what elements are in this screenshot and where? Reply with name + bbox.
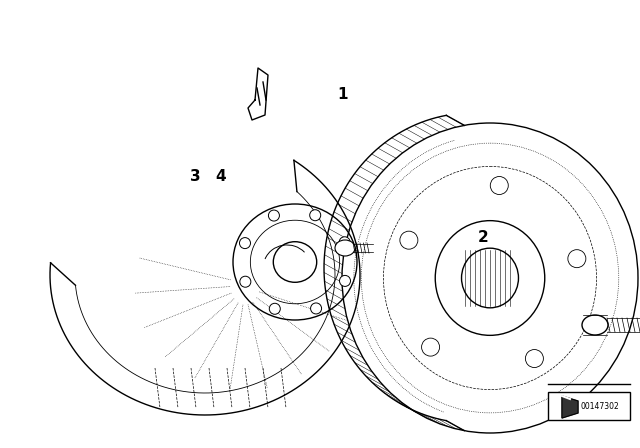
Ellipse shape: [582, 315, 608, 335]
Ellipse shape: [339, 237, 350, 248]
Ellipse shape: [269, 303, 280, 314]
Ellipse shape: [310, 210, 321, 221]
Ellipse shape: [310, 303, 321, 314]
Text: 3: 3: [190, 169, 200, 185]
Text: 1: 1: [337, 86, 348, 102]
Ellipse shape: [568, 250, 586, 267]
Text: 4: 4: [216, 169, 226, 185]
Polygon shape: [562, 396, 578, 418]
Ellipse shape: [268, 210, 280, 221]
Text: 00147302: 00147302: [580, 401, 620, 410]
Text: 2: 2: [478, 230, 488, 245]
Ellipse shape: [525, 349, 543, 367]
Ellipse shape: [490, 177, 508, 194]
Ellipse shape: [335, 240, 355, 256]
Ellipse shape: [461, 248, 518, 308]
Ellipse shape: [273, 242, 317, 282]
Ellipse shape: [339, 276, 351, 286]
Ellipse shape: [239, 237, 250, 249]
Bar: [548, 392, 630, 420]
Ellipse shape: [422, 338, 440, 356]
Ellipse shape: [240, 276, 251, 287]
Ellipse shape: [400, 231, 418, 249]
